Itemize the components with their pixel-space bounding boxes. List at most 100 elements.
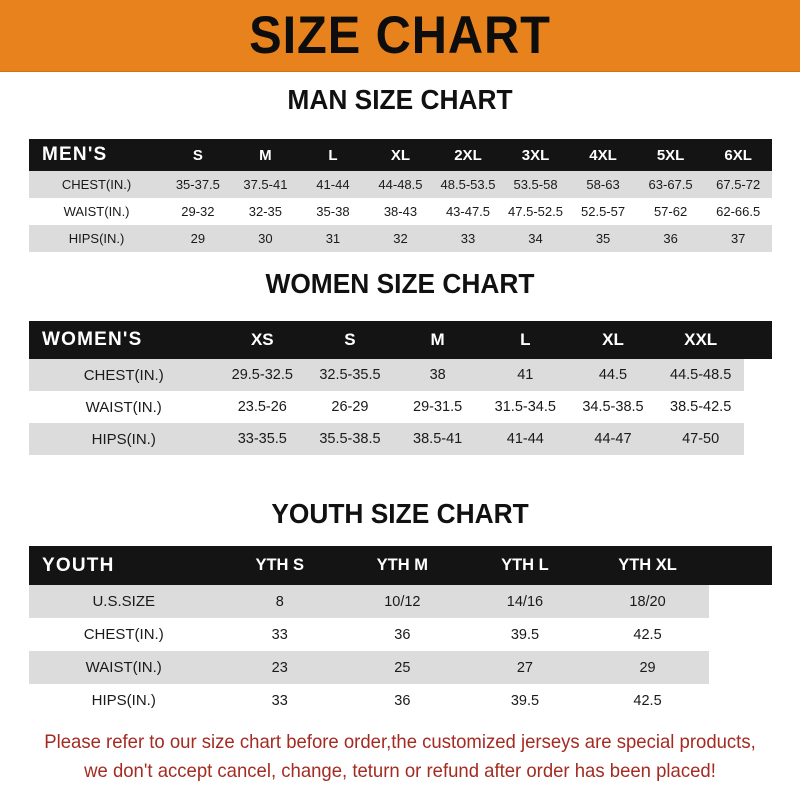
women-size-column-header: XS: [250, 330, 274, 349]
men-size-column-header: M: [259, 146, 272, 164]
women-measurement-label: HIPS(IN.): [29, 423, 219, 455]
women-measurement-value: 44.5-48.5: [656, 359, 745, 391]
youth-size-table: YOUTH YTH S YTH M YTH L YTH XL U.S.SIZE 8 10/1…: [29, 546, 772, 717]
women-measurement-value: 23.5-26: [218, 391, 307, 423]
youth-table-header: YOUTH YTH S YTH M YTH L YTH XL: [29, 546, 772, 585]
men-measurement-value: 53.5-58: [501, 171, 570, 198]
men-measurement-value: 32: [366, 225, 435, 252]
table-row: HIPS(IN.) 29 30 31 32 33 34 35 36 37: [29, 225, 772, 252]
youth-measurement-value: 42.5: [586, 618, 709, 651]
women-table-header: WOMEN'S XS S M L XL XXL: [29, 321, 772, 359]
women-size-table: WOMEN'S XS S M L XL XXL CHEST(IN.) 29.5-32.5 32.…: [29, 321, 772, 455]
women-measurement-label: WAIST(IN.): [29, 391, 219, 423]
women-measurement-value: 33-35.5: [218, 423, 307, 455]
youth-size-column-header: YTH L: [501, 556, 549, 574]
women-size-column-header: M: [430, 330, 445, 349]
men-table-header: MEN'S S M L XL 2XL 3XL 4XL 5XL 6XL: [29, 139, 772, 171]
table-row: CHEST(IN.) 35-37.5 37.5-41 41-44 44-48.5 48.5…: [29, 171, 772, 198]
men-measurement-value: 43-47.5: [434, 198, 502, 225]
youth-measurement-value: 18/20: [586, 585, 709, 618]
men-measurement-value: 35: [569, 225, 637, 252]
men-measurement-value: 38-43: [366, 198, 435, 225]
men-measurement-value: 30: [231, 225, 300, 252]
men-measurement-label: WAIST(IN.): [29, 198, 165, 225]
youth-measurement-label: CHEST(IN.): [29, 618, 219, 651]
men-measurement-value: 37.5-41: [231, 171, 300, 198]
men-size-column-header: 4XL: [589, 146, 617, 164]
men-measurement-label: CHEST(IN.): [29, 171, 165, 198]
youth-measurement-value: 39.5: [463, 618, 587, 651]
table-row: WAIST(IN.) 23.5-26 26-29 29-31.5 31.5-34.5 34…: [29, 391, 772, 423]
women-measurement-value: 31.5-34.5: [481, 391, 570, 423]
youth-measurement-value: 36: [341, 618, 464, 651]
section-title-man: MAN SIZE CHART: [287, 84, 513, 115]
men-measurement-value: 58-63: [569, 171, 637, 198]
men-measurement-value: 35-38: [299, 198, 367, 225]
men-measurement-value: 67.5-72: [704, 171, 772, 198]
men-size-column-header: 3XL: [521, 146, 550, 164]
youth-size-column-header: YTH S: [255, 556, 305, 574]
youth-row-spacer: [709, 618, 772, 651]
youth-measurement-value: 29: [586, 651, 709, 684]
table-row: CHEST(IN.) 33 36 39.5 42.5: [29, 618, 772, 651]
youth-measurement-value: 33: [218, 618, 342, 651]
men-measurement-value: 52.5-57: [569, 198, 637, 225]
men-size-column-header: XL: [390, 146, 411, 164]
women-measurement-value: 34.5-38.5: [569, 391, 657, 423]
men-measurement-value: 47.5-52.5: [501, 198, 570, 225]
youth-row-spacer: [709, 585, 772, 618]
table-row: U.S.SIZE 8 10/12 14/16 18/20: [29, 585, 772, 618]
youth-measurement-label: HIPS(IN.): [29, 684, 219, 717]
women-measurement-value: 44.5: [569, 359, 657, 391]
section-title-women: WOMEN SIZE CHART: [265, 268, 535, 299]
section-title-youth: YOUTH SIZE CHART: [271, 498, 529, 529]
men-measurement-value: 29: [164, 225, 232, 252]
men-measurement-value: 32-35: [231, 198, 300, 225]
youth-measurement-value: 33: [218, 684, 342, 717]
women-measurement-value: 29.5-32.5: [218, 359, 307, 391]
youth-table-corner-label: YOUTH: [42, 554, 115, 576]
men-size-column-header: 6XL: [724, 146, 752, 164]
men-measurement-value: 48.5-53.5: [434, 171, 502, 198]
order-policy-note: Please refer to our size chart before or…: [20, 728, 780, 786]
women-table-body: CHEST(IN.) 29.5-32.5 32.5-35.5 38 41 44.5 44.5…: [29, 359, 772, 455]
youth-measurement-value: 39.5: [463, 684, 587, 717]
youth-header-spacer: [708, 546, 772, 585]
youth-measurement-value: 42.5: [586, 684, 709, 717]
women-size-column-header: L: [520, 330, 531, 349]
men-measurement-value: 33: [434, 225, 502, 252]
men-size-column-header: 5XL: [656, 146, 685, 164]
men-size-table: MEN'S S M L XL 2XL 3XL 4XL 5XL 6XL CHEST(IN.) 35-3…: [29, 139, 772, 252]
women-table-corner-label: WOMEN'S: [42, 329, 143, 350]
page-title: SIZE CHART: [249, 6, 551, 65]
women-measurement-value: 41-44: [481, 423, 570, 455]
table-header-row: WOMEN'S XS S M L XL XXL: [29, 321, 772, 359]
men-table-body: CHEST(IN.) 35-37.5 37.5-41 41-44 44-48.5 48.5…: [29, 171, 772, 252]
women-measurement-value: 38.5-42.5: [656, 391, 745, 423]
table-row: WAIST(IN.) 23 25 27 29: [29, 651, 772, 684]
youth-measurement-label: U.S.SIZE: [29, 585, 219, 618]
table-row: WAIST(IN.) 29-32 32-35 35-38 38-43 43-47.5 47.…: [29, 198, 772, 225]
table-header-row: MEN'S S M L XL 2XL 3XL 4XL 5XL 6XL: [29, 139, 772, 171]
men-measurement-value: 62-66.5: [704, 198, 772, 225]
women-row-spacer: [744, 391, 772, 423]
order-policy-line-1: Please refer to our size chart before or…: [44, 731, 756, 753]
page-banner: SIZE CHART: [0, 0, 800, 72]
men-measurement-value: 41-44: [299, 171, 367, 198]
youth-measurement-value: 36: [341, 684, 464, 717]
women-size-column-header: XL: [602, 330, 624, 349]
women-measurement-value: 32.5-35.5: [306, 359, 394, 391]
youth-measurement-value: 10/12: [341, 585, 464, 618]
women-size-column-header: S: [344, 330, 356, 349]
table-header-row: YOUTH YTH S YTH M YTH L YTH XL: [29, 546, 772, 585]
men-measurement-value: 57-62: [636, 198, 705, 225]
men-measurement-value: 37: [704, 225, 772, 252]
women-measurement-value: 26-29: [306, 391, 394, 423]
table-row: HIPS(IN.) 33 36 39.5 42.5: [29, 684, 772, 717]
women-measurement-value: 41: [481, 359, 570, 391]
youth-row-spacer: [709, 684, 772, 717]
men-measurement-value: 34: [501, 225, 570, 252]
table-row: CHEST(IN.) 29.5-32.5 32.5-35.5 38 41 44.5 44.5…: [29, 359, 772, 391]
women-measurement-value: 29-31.5: [393, 391, 482, 423]
